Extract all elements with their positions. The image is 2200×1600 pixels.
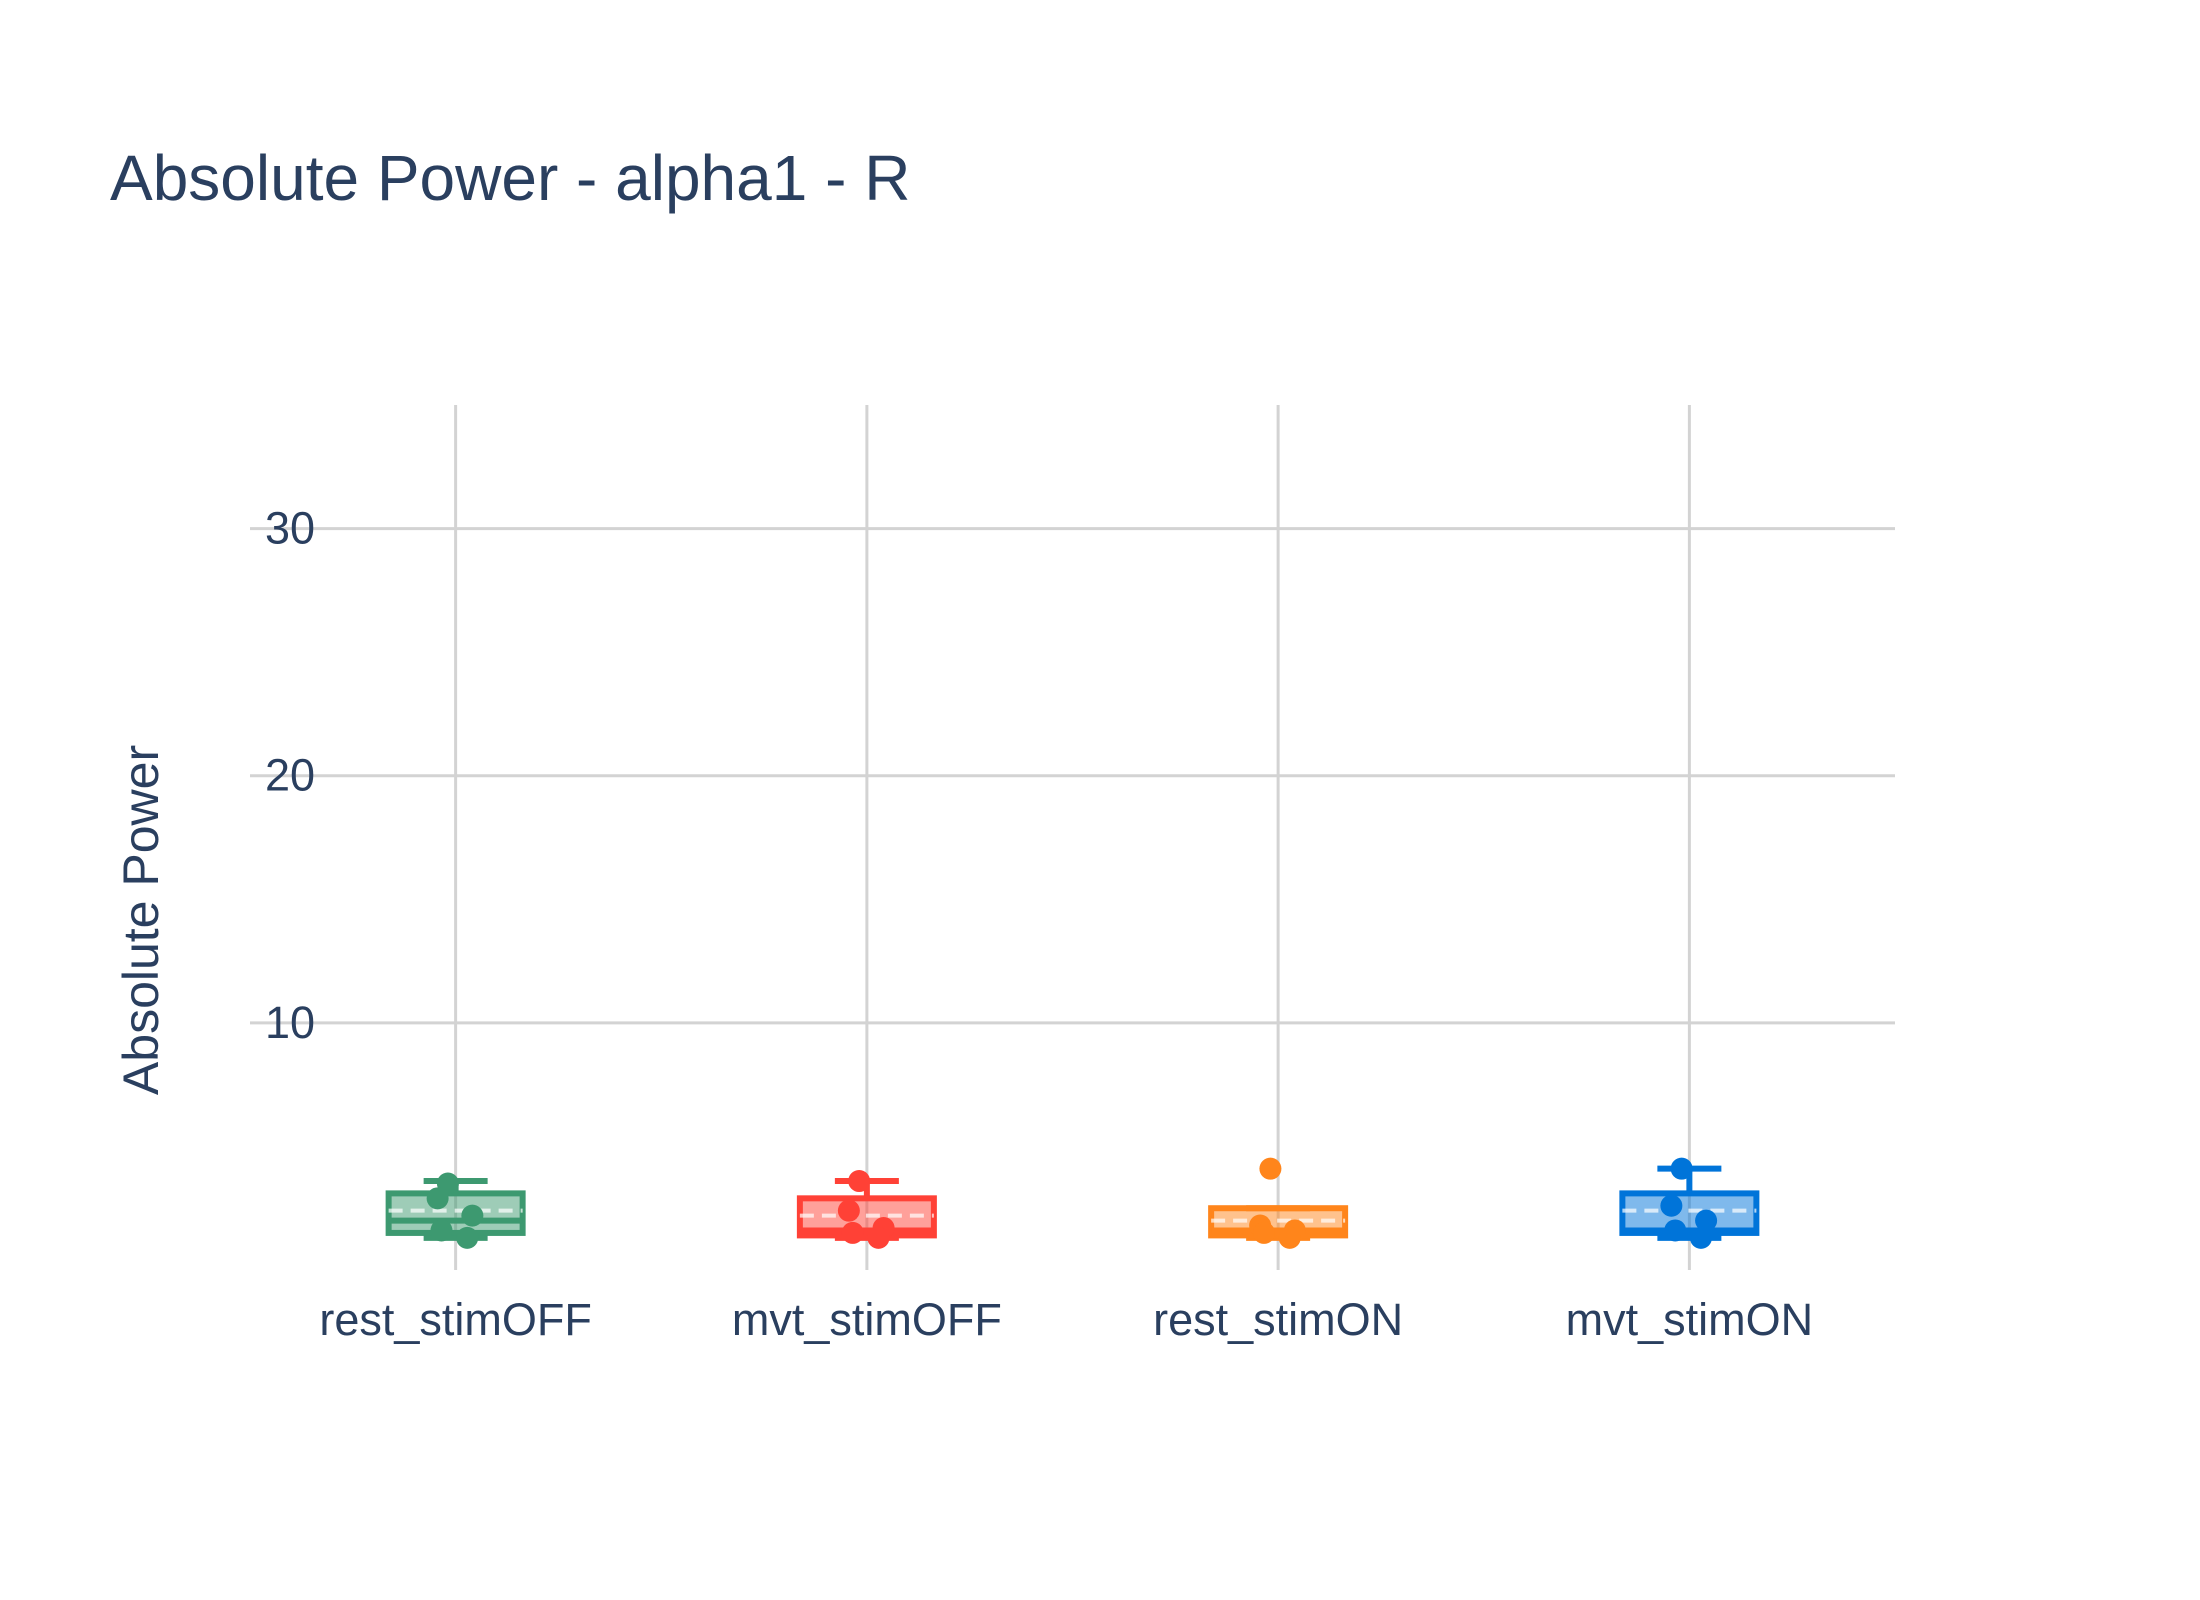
box-rest_stimON <box>1208 1157 1349 1249</box>
box-mvt_stimOFF <box>796 1170 937 1249</box>
y-tick-label: 30 <box>265 503 315 554</box>
data-point <box>1695 1209 1718 1232</box>
data-point <box>426 1187 449 1210</box>
x-axis-ticks: rest_stimOFF mvt_stimOFF rest_stimON mvt_st… <box>319 1294 1813 1345</box>
data-point <box>1689 1226 1712 1249</box>
y-axis-label: Absolute Power <box>113 745 169 1095</box>
data-point <box>1660 1194 1683 1217</box>
data-point <box>1252 1221 1275 1244</box>
data-point <box>848 1170 871 1193</box>
grid-layer <box>250 405 1895 1270</box>
data-point <box>456 1226 479 1249</box>
x-tick-label: mvt_stimOFF <box>732 1294 1002 1345</box>
x-tick-label: rest_stimOFF <box>319 1294 592 1345</box>
chart-title: Absolute Power - alpha1 - R <box>110 142 910 214</box>
y-axis-ticks: 10 20 30 <box>265 503 315 1048</box>
data-point <box>1664 1219 1687 1242</box>
x-tick-label: rest_stimON <box>1153 1294 1403 1345</box>
data-point <box>1670 1157 1693 1180</box>
data-point <box>837 1199 860 1222</box>
data-point <box>841 1221 864 1244</box>
data-point <box>867 1226 890 1249</box>
y-tick-label: 20 <box>265 750 315 801</box>
x-tick-label: mvt_stimON <box>1566 1294 1814 1345</box>
y-tick-label: 10 <box>265 997 315 1048</box>
iqr-box <box>385 1190 526 1236</box>
box-mvt_stimON <box>1619 1157 1760 1249</box>
iqr-box <box>1619 1190 1760 1236</box>
box-rest_stimOFF <box>385 1172 526 1249</box>
data-point <box>1278 1226 1301 1249</box>
box-layer <box>385 1157 1760 1249</box>
data-point <box>461 1204 484 1227</box>
data-point <box>1259 1157 1282 1180</box>
data-point <box>430 1219 453 1242</box>
